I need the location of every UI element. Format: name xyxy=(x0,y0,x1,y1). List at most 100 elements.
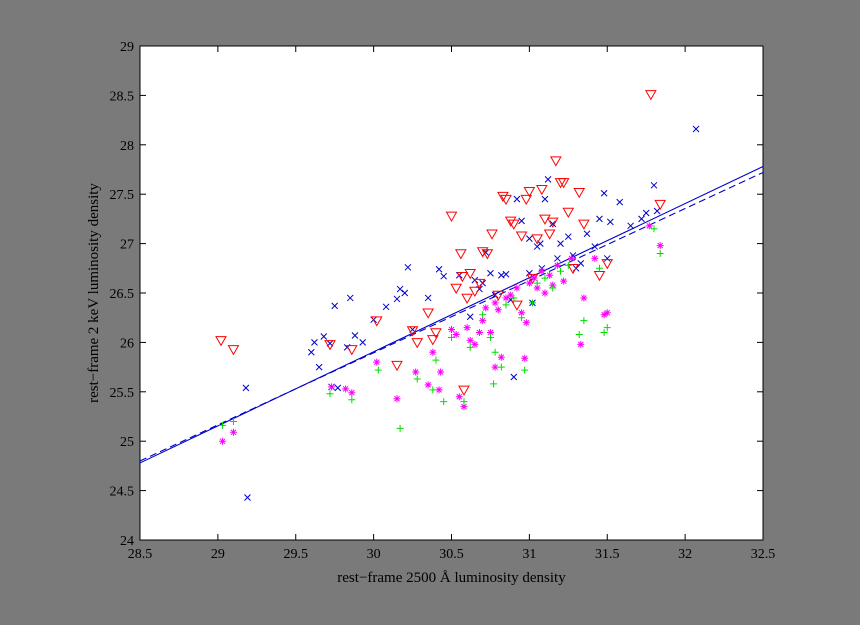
point-triangle xyxy=(486,229,498,240)
point-triangle xyxy=(391,360,403,372)
point-triangle xyxy=(430,328,442,339)
y-axis-title: rest−frame 2 keV luminosity density xyxy=(86,183,102,403)
point-plus xyxy=(479,311,487,319)
point-plus xyxy=(448,333,455,341)
y-tick-label: 26.5 xyxy=(110,287,135,302)
point-triangle xyxy=(458,385,470,396)
point-asterisk xyxy=(522,319,530,327)
point-triangle xyxy=(492,290,505,301)
point-asterisk xyxy=(513,284,521,292)
y-tick-label: 24 xyxy=(120,534,134,549)
point-asterisk xyxy=(471,340,479,348)
point-asterisk xyxy=(603,309,611,317)
point-plus xyxy=(528,299,536,307)
point-triangle xyxy=(469,286,481,298)
point-asterisk xyxy=(530,274,538,282)
point-asterisk xyxy=(424,381,432,389)
point-triangle xyxy=(411,338,424,349)
point-plus xyxy=(600,329,608,337)
point-asterisk xyxy=(591,254,599,262)
point-plus xyxy=(429,386,437,394)
point-asterisk xyxy=(476,329,484,337)
point-x xyxy=(627,222,634,230)
point-triangle xyxy=(511,300,523,311)
point-asterisk xyxy=(491,363,499,371)
point-x xyxy=(466,313,474,321)
point-triangle xyxy=(406,326,419,337)
point-triangle xyxy=(422,308,434,319)
point-triangle xyxy=(445,211,458,222)
point-plus xyxy=(656,249,664,257)
point-x xyxy=(359,339,367,346)
point-plus xyxy=(486,333,494,341)
point-plus xyxy=(460,398,468,406)
point-triangle xyxy=(500,194,512,206)
point-x xyxy=(650,181,658,189)
point-plus xyxy=(502,301,510,309)
point-asterisk xyxy=(482,304,490,312)
x-axis-title: rest−frame 2500 Å luminosity density xyxy=(337,570,566,586)
point-asterisk xyxy=(373,358,381,366)
point-x xyxy=(435,265,443,273)
point-plus xyxy=(595,264,603,272)
x-tick-label: 29 xyxy=(211,547,225,562)
point-asterisk xyxy=(502,294,510,302)
point-triangle xyxy=(504,216,517,227)
y-tick-label: 27 xyxy=(120,238,134,253)
point-x xyxy=(554,255,561,262)
point-x xyxy=(600,189,608,197)
point-plus xyxy=(413,375,421,383)
point-asterisk xyxy=(435,386,443,394)
point-triangle xyxy=(515,231,528,242)
point-asterisk xyxy=(491,299,499,307)
point-plus xyxy=(466,343,474,351)
point-x xyxy=(331,302,339,310)
point-triangle xyxy=(507,219,520,230)
point-plus xyxy=(491,348,499,356)
point-asterisk xyxy=(437,368,445,376)
point-x xyxy=(577,260,585,267)
x-tick-label: 29.5 xyxy=(284,547,309,562)
point-asterisk xyxy=(580,294,588,302)
point-triangle xyxy=(578,219,590,230)
point-x xyxy=(307,348,315,356)
axis-ticks: 28.5 29 29.5 30 30.5 31 31.5 32 32.5 24 24.5 25 25.5… xyxy=(110,40,776,562)
point-x xyxy=(393,295,401,303)
point-x xyxy=(513,195,521,203)
point-asterisk xyxy=(393,395,401,403)
point-asterisk xyxy=(412,368,420,376)
point-plus xyxy=(557,267,565,275)
fit-lines xyxy=(139,166,764,464)
point-triangle xyxy=(523,186,536,198)
point-x xyxy=(526,235,533,243)
point-asterisk xyxy=(525,279,533,287)
point-plus xyxy=(575,330,583,338)
point-plus xyxy=(490,380,498,388)
point-asterisk xyxy=(538,267,546,275)
point-x xyxy=(544,176,552,183)
point-x xyxy=(549,220,557,228)
point-asterisk xyxy=(497,353,505,361)
point-triangle xyxy=(227,345,240,356)
point-triangle xyxy=(543,229,556,240)
x-tick-label: 31 xyxy=(522,547,536,562)
y-tick-label: 27.5 xyxy=(110,188,135,203)
y-tick-label: 25 xyxy=(120,435,134,450)
point-plus xyxy=(326,390,334,398)
point-x xyxy=(242,384,250,392)
point-asterisk xyxy=(553,261,561,269)
point-triangle xyxy=(531,234,544,245)
point-asterisk xyxy=(455,393,463,401)
fit-line-dashed xyxy=(139,171,764,462)
point-triangle xyxy=(481,249,494,260)
point-plus xyxy=(541,274,549,282)
point-asterisk xyxy=(560,277,568,285)
point-x xyxy=(510,373,518,381)
y-tick-label: 26 xyxy=(120,336,134,351)
point-x xyxy=(401,289,409,297)
point-x xyxy=(311,339,318,346)
point-asterisk xyxy=(521,354,529,362)
x-tick-label: 30.5 xyxy=(439,547,464,562)
point-asterisk xyxy=(479,317,487,325)
